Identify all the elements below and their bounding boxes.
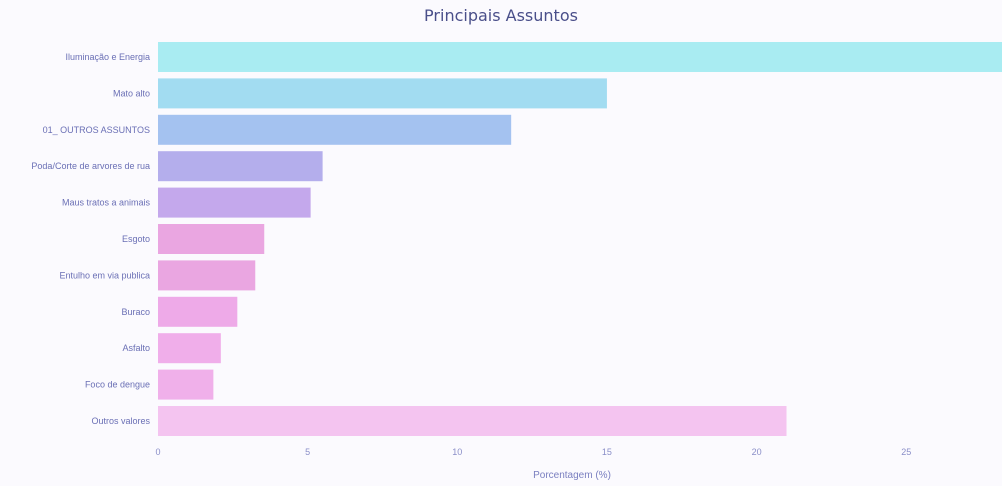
bar-2 xyxy=(158,114,512,145)
category-label: Outros valores xyxy=(91,416,150,426)
x-tick-label: 0 xyxy=(155,447,160,457)
bar-4 xyxy=(158,187,311,218)
bar-8 xyxy=(158,333,221,364)
x-axis-title: Porcentagem (%) xyxy=(533,470,611,481)
category-label: 01_ OUTROS ASSUNTOS xyxy=(43,125,150,135)
category-label: Asfalto xyxy=(122,343,150,353)
bar-3 xyxy=(158,151,323,182)
category-label: Iluminação e Energia xyxy=(65,52,150,62)
category-label: Entulho em via publica xyxy=(59,270,150,280)
category-label: Mato alto xyxy=(113,88,150,98)
x-tick-label: 15 xyxy=(602,447,612,457)
x-tick-label: 20 xyxy=(752,447,762,457)
category-label: Maus tratos a animais xyxy=(62,198,151,208)
category-label: Foco de dengue xyxy=(85,380,150,390)
category-label: Buraco xyxy=(121,307,150,317)
bar-9 xyxy=(158,369,214,400)
category-label: Esgoto xyxy=(122,234,150,244)
chart-title: Principais Assuntos xyxy=(424,6,578,25)
x-tick-label: 5 xyxy=(305,447,310,457)
x-tick-label: 25 xyxy=(901,447,911,457)
bar-10 xyxy=(158,406,787,436)
x-tick-label: 10 xyxy=(452,447,462,457)
bar-1 xyxy=(158,78,607,109)
bar-0 xyxy=(158,42,1002,72)
bar-6 xyxy=(158,260,256,291)
category-label: Poda/Corte de arvores de rua xyxy=(31,161,150,171)
bar-7 xyxy=(158,296,238,327)
bar-5 xyxy=(158,224,265,254)
